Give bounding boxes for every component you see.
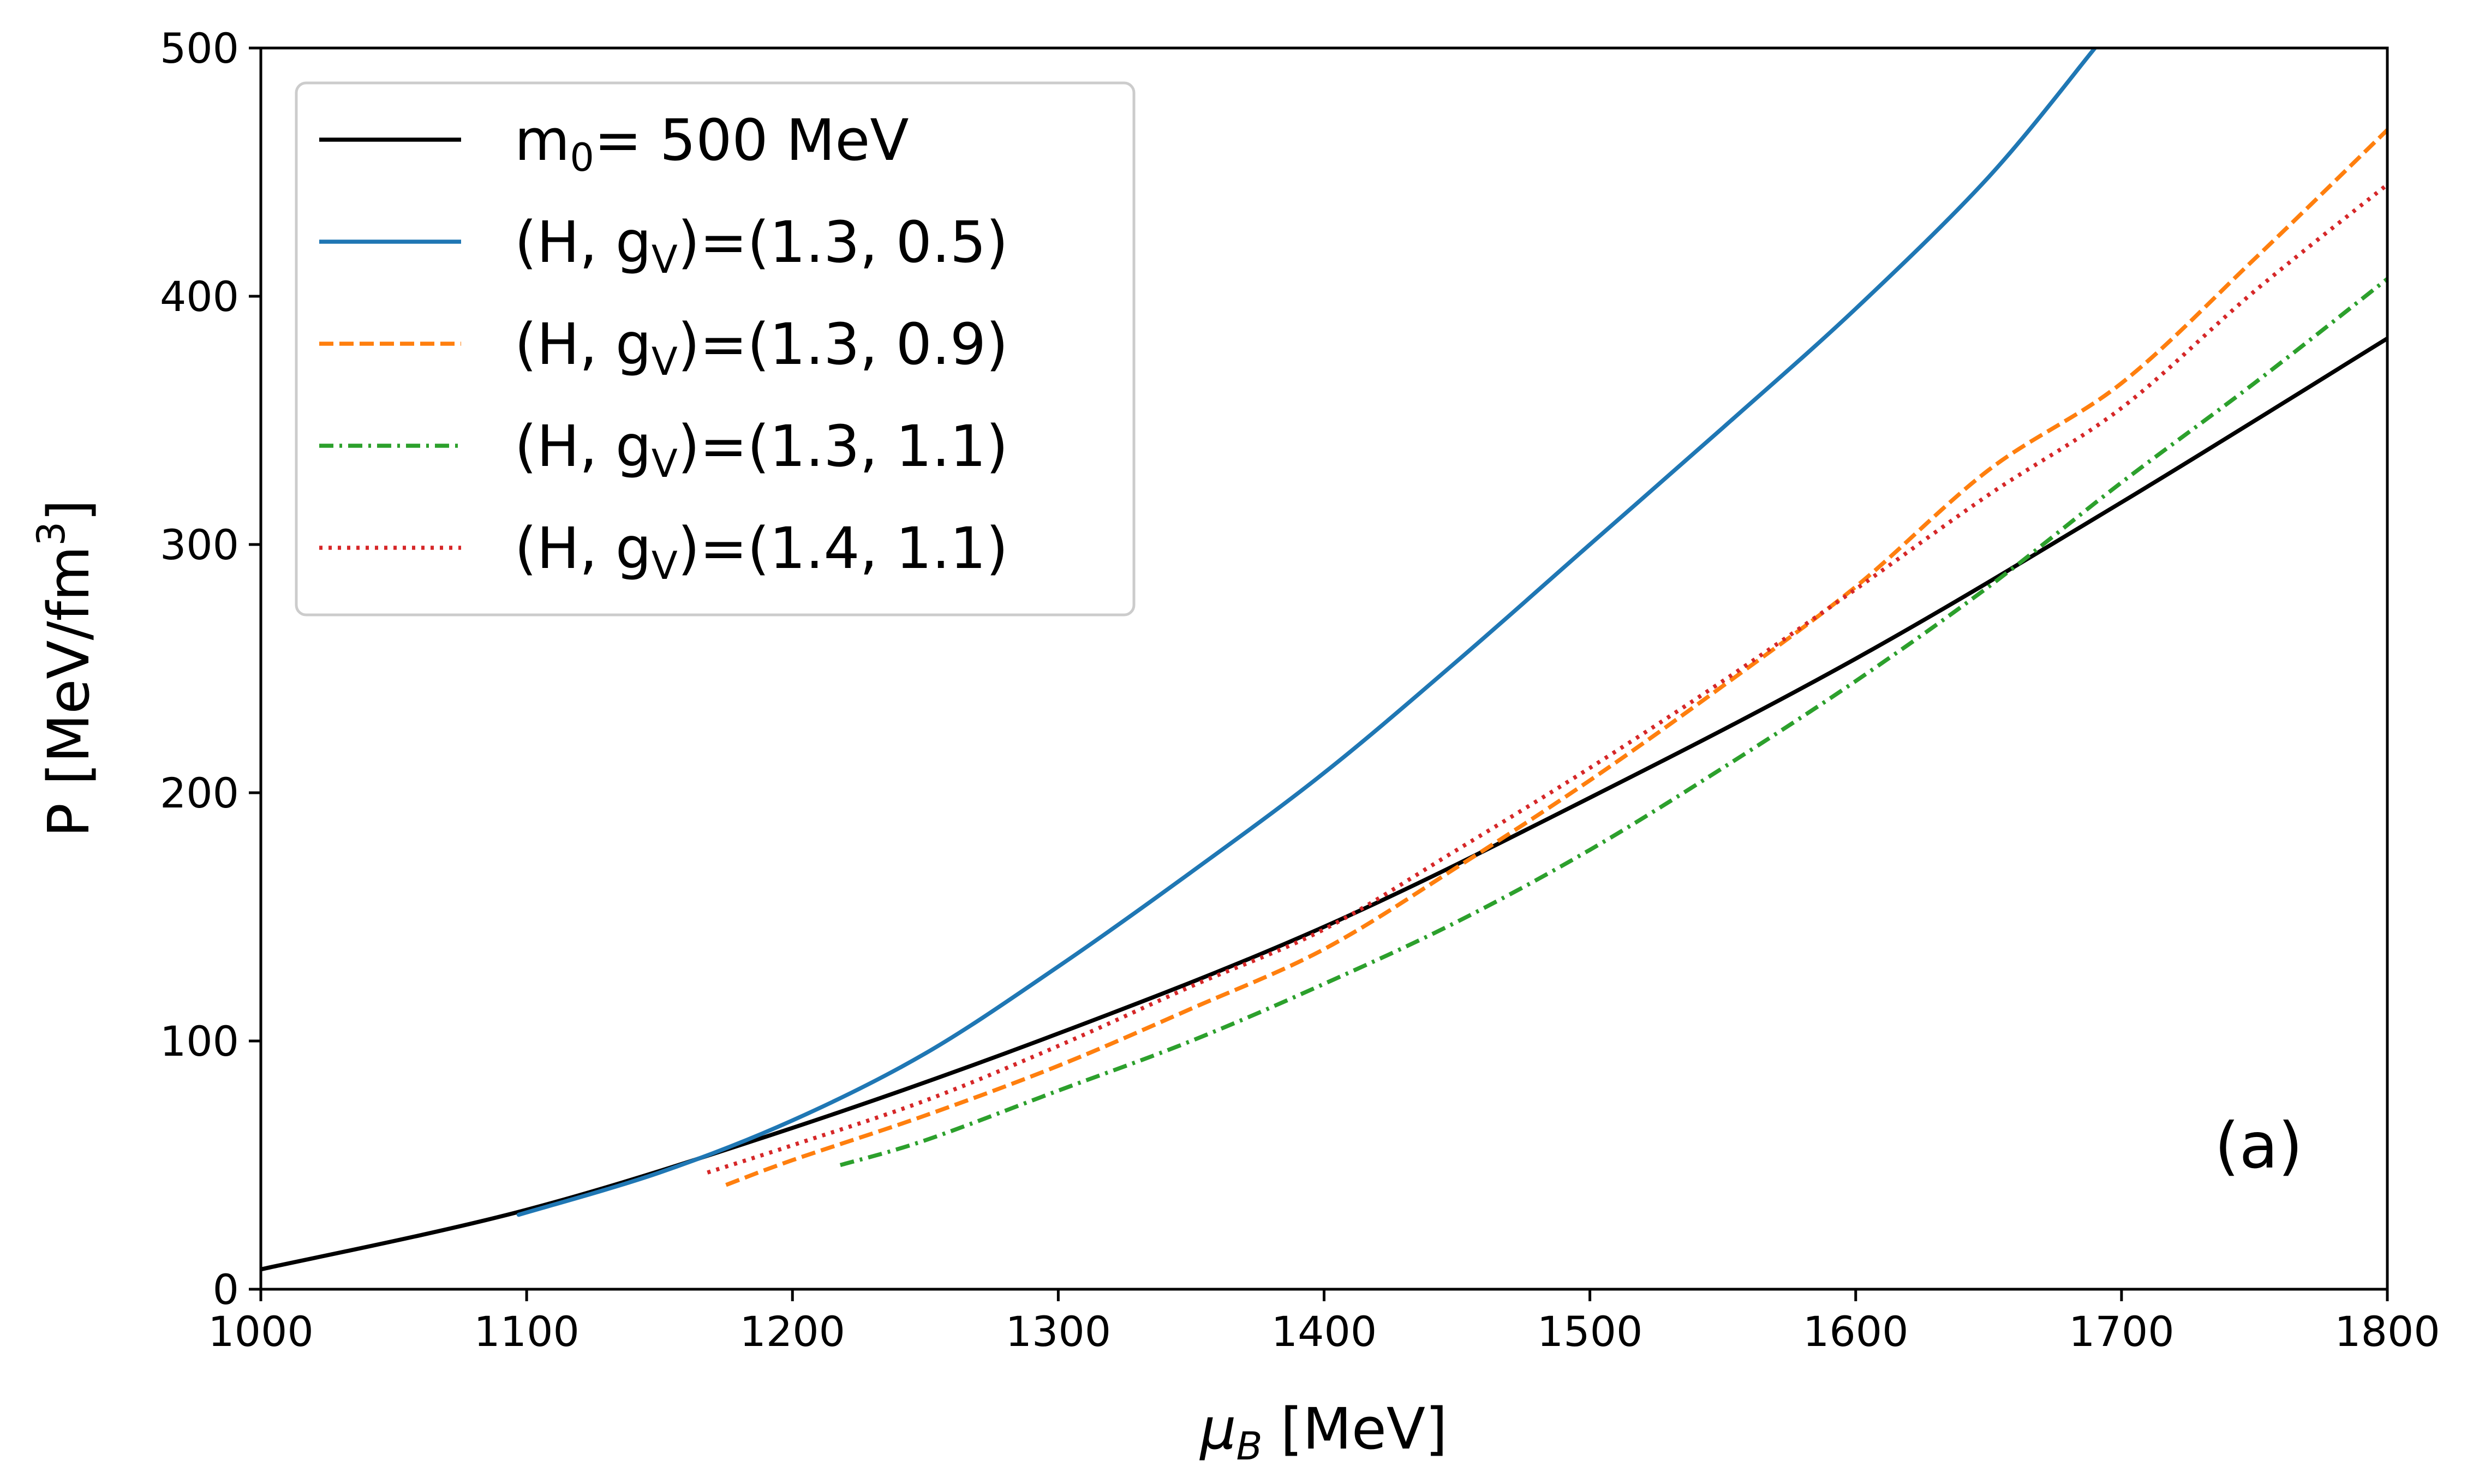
- legend-label-h13-gv11: (H, gV)=(1.3, 1.1): [515, 413, 1008, 486]
- x-tick-label: 1100: [474, 1307, 579, 1356]
- y-tick-label: 500: [160, 24, 239, 73]
- y-axis-title: P [MeV/fm3]: [29, 499, 102, 837]
- y-tick-label: 200: [160, 769, 239, 817]
- x-axis-ticks: 1000 1100 1200 1300 1400 1500 1600 1700 1800: [208, 1289, 2440, 1356]
- legend-label-subscript: V: [652, 543, 678, 588]
- legend: m0= 500 MeV(H, gV)=(1.3, 0.5)(H, gV)=(1.…: [295, 81, 1136, 617]
- x-axis-title-unit: [MeV]: [1263, 1396, 1448, 1462]
- legend-entries: m0= 500 MeV(H, gV)=(1.3, 0.5)(H, gV)=(1.…: [319, 107, 1008, 588]
- y-axis-title-main: P [MeV/fm: [35, 546, 102, 837]
- x-tick-label: 1500: [1537, 1307, 1642, 1356]
- x-tick-label: 1700: [2069, 1307, 2174, 1356]
- plot-frame: [259, 46, 2389, 1291]
- legend-label-m0: m0= 500 MeV: [515, 107, 909, 180]
- legend-label-h14-gv11: (H, gV)=(1.4, 1.1): [515, 515, 1008, 588]
- panel-label: (a): [2214, 1109, 2303, 1183]
- series-line-h13-gv09: [725, 128, 2387, 1187]
- x-axis-title: μB [MeV]: [1199, 1396, 1447, 1469]
- y-tick-label: 0: [213, 1265, 239, 1314]
- legend-label-part: )=(1.3, 1.1): [678, 413, 1008, 480]
- x-tick-label: 1400: [1271, 1307, 1377, 1356]
- legend-label-subscript: 0: [570, 135, 594, 180]
- y-tick-label: 100: [160, 1017, 239, 1066]
- series-layer: [261, 48, 2387, 1272]
- y-axis-ticks: 0 100 200 300 400 500: [160, 24, 261, 1314]
- series-line-h13-gv05: [516, 48, 2097, 1217]
- legend-label-part: = 500 MeV: [594, 107, 909, 173]
- legend-label-part: (H, g: [515, 311, 652, 378]
- legend-label-part: m: [515, 107, 570, 173]
- legend-label-part: (H, g: [515, 209, 652, 276]
- legend-label-part: (H, g: [515, 413, 652, 480]
- y-tick-label: 300: [160, 520, 239, 569]
- x-tick-label: 1000: [208, 1307, 313, 1356]
- series-line-h13-gv11: [839, 277, 2387, 1168]
- x-axis-title-symbol: μ: [1199, 1396, 1236, 1462]
- legend-label-part: )=(1.3, 0.9): [678, 311, 1008, 378]
- legend-label-subscript: V: [652, 339, 678, 384]
- y-tick-label: 400: [160, 272, 239, 321]
- x-tick-label: 1800: [2334, 1307, 2440, 1356]
- legend-label-part: )=(1.4, 1.1): [678, 515, 1008, 582]
- legend-frame: [295, 81, 1136, 617]
- x-tick-label: 1200: [740, 1307, 845, 1356]
- x-tick-label: 1300: [1006, 1307, 1111, 1356]
- series-line-h14-gv11: [707, 183, 2387, 1175]
- legend-label-subscript: V: [652, 237, 678, 282]
- legend-label-part: )=(1.3, 0.5): [678, 209, 1008, 276]
- legend-label-part: (H, g: [515, 515, 652, 582]
- legend-label-h13-gv05: (H, gV)=(1.3, 0.5): [515, 209, 1008, 282]
- legend-label-h13-gv09: (H, gV)=(1.3, 0.9): [515, 311, 1008, 384]
- y-axis-title-superscript: 3: [29, 522, 74, 546]
- y-axis-title-end: ]: [35, 499, 102, 522]
- x-axis-title-subscript: B: [1236, 1424, 1263, 1469]
- x-tick-label: 1600: [1803, 1307, 1908, 1356]
- legend-label-subscript: V: [652, 441, 678, 486]
